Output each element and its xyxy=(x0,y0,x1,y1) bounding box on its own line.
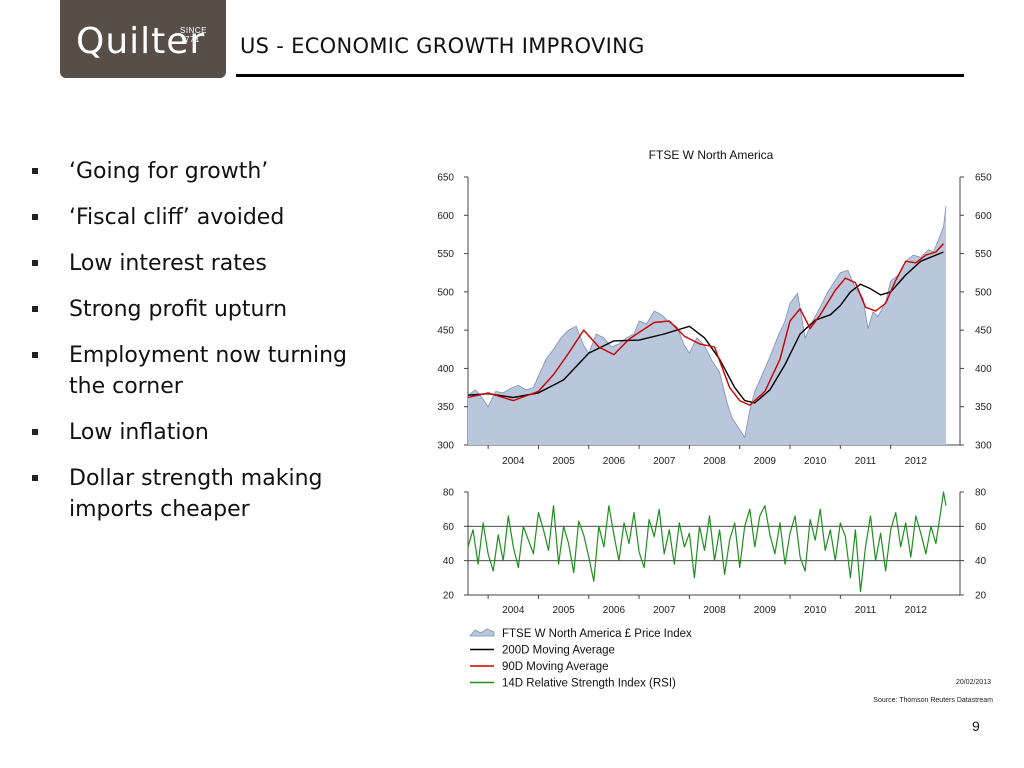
x-tick-label: 2008 xyxy=(703,456,726,467)
x-tick-label: 2006 xyxy=(603,605,626,616)
x-tick-label: 2011 xyxy=(855,456,877,467)
y-tick-label-right: 650 xyxy=(975,173,992,184)
y-tick-label-left: 500 xyxy=(437,287,454,298)
bullet-list: ‘Going for growth’ ‘Fiscal cliff’ avoide… xyxy=(30,156,410,540)
x-tick-label: 2012 xyxy=(905,456,928,467)
logo-since-text: SINCE 1771 xyxy=(180,26,207,44)
x-tick-label: 2007 xyxy=(653,456,676,467)
y-tick-label-right: 450 xyxy=(975,326,992,337)
chart-source: Source: Thomson Reuters Datastream xyxy=(873,697,993,704)
y-tick-label-left: 60 xyxy=(443,522,455,533)
bullet-item: Strong profit upturn xyxy=(30,294,410,325)
slide-title: US - ECONOMIC GROWTH IMPROVING xyxy=(240,34,645,58)
bullet-text: Employment now turning xyxy=(69,343,347,368)
y-tick-label-right: 350 xyxy=(975,402,992,413)
y-tick-label-right: 80 xyxy=(975,488,987,499)
bullet-item: Employment now turning the corner xyxy=(30,340,410,402)
bullet-text: Dollar strength making xyxy=(69,466,323,491)
bullet-square-icon xyxy=(32,168,38,174)
bullet-square-icon xyxy=(32,429,38,435)
x-tick-label: 2005 xyxy=(552,605,575,616)
y-tick-label-left: 600 xyxy=(437,211,454,222)
bullet-item: Low inflation xyxy=(30,417,410,448)
y-tick-label-left: 350 xyxy=(437,402,454,413)
legend-swatch-area xyxy=(469,628,495,637)
quilter-logo: Quilter SINCE 1771 xyxy=(60,0,226,78)
legend-label: FTSE W North America £ Price Index xyxy=(502,628,692,640)
legend-label: 90D Moving Average xyxy=(502,661,609,673)
x-tick-label: 2007 xyxy=(653,605,676,616)
y-tick-label-right: 20 xyxy=(975,591,987,602)
logo-wordmark: Quilter xyxy=(76,21,206,62)
x-tick-label: 2005 xyxy=(552,456,575,467)
title-divider xyxy=(236,74,964,77)
legend-label: 200D Moving Average xyxy=(502,645,615,657)
y-tick-label-left: 80 xyxy=(443,488,455,499)
x-tick-label: 2006 xyxy=(603,456,626,467)
y-tick-label-left: 300 xyxy=(437,441,454,452)
x-tick-label: 2004 xyxy=(502,456,525,467)
y-tick-label-right: 60 xyxy=(975,522,987,533)
x-tick-label: 2009 xyxy=(754,605,777,616)
x-tick-label: 2010 xyxy=(804,605,827,616)
bullet-square-icon xyxy=(32,475,38,481)
x-tick-label: 2010 xyxy=(804,456,827,467)
bullet-item: ‘Going for growth’ xyxy=(30,156,410,187)
bullet-square-icon xyxy=(32,306,38,312)
x-tick-label: 2004 xyxy=(502,605,525,616)
bullet-text: ‘Going for growth’ xyxy=(69,159,269,184)
bullet-item: Low interest rates xyxy=(30,248,410,279)
y-tick-label-left: 40 xyxy=(443,556,455,567)
y-tick-label-left: 550 xyxy=(437,249,454,260)
ma90-line xyxy=(467,243,945,406)
rsi-line xyxy=(467,491,947,593)
bullet-text: ‘Fiscal cliff’ avoided xyxy=(69,205,285,230)
y-tick-label-right: 400 xyxy=(975,364,992,375)
chart-title: FTSE W North America xyxy=(649,148,774,162)
y-tick-label-left: 20 xyxy=(443,591,455,602)
x-tick-label: 2009 xyxy=(754,456,777,467)
bullet-text: Strong profit upturn xyxy=(69,297,288,322)
bullet-text: Low interest rates xyxy=(69,251,267,276)
price-index-outline xyxy=(467,206,947,439)
y-tick-label-right: 300 xyxy=(975,441,992,452)
y-tick-label-right: 550 xyxy=(975,249,992,260)
bullet-square-icon xyxy=(32,352,38,358)
y-tick-label-right: 40 xyxy=(975,556,987,567)
x-tick-label: 2011 xyxy=(855,605,877,616)
ftse-chart: FTSE W North America 300 300 350 350 400 400 45… xyxy=(437,148,993,704)
bullet-item: ‘Fiscal cliff’ avoided xyxy=(30,202,410,233)
price-index-area xyxy=(468,206,946,445)
x-tick-label: 2008 xyxy=(703,605,726,616)
y-tick-label-right: 500 xyxy=(975,287,992,298)
bullet-item: Dollar strength making imports cheaper xyxy=(30,463,410,525)
chart-date: 20/02/2013 xyxy=(956,679,991,686)
y-tick-label-left: 400 xyxy=(437,364,454,375)
x-tick-label: 2012 xyxy=(905,605,928,616)
bullet-square-icon xyxy=(32,260,38,266)
bullet-text-continued: the corner xyxy=(69,374,183,399)
bullet-square-icon xyxy=(32,214,38,220)
bullet-text-continued: imports cheaper xyxy=(69,497,250,522)
ma200-line xyxy=(467,251,944,404)
y-tick-label-left: 450 xyxy=(437,326,454,337)
y-tick-label-left: 650 xyxy=(437,173,454,184)
bullet-text: Low inflation xyxy=(69,420,209,445)
page-number: 9 xyxy=(972,718,980,734)
y-tick-label-right: 600 xyxy=(975,211,992,222)
legend-label: 14D Relative Strength Index (RSI) xyxy=(502,678,676,690)
